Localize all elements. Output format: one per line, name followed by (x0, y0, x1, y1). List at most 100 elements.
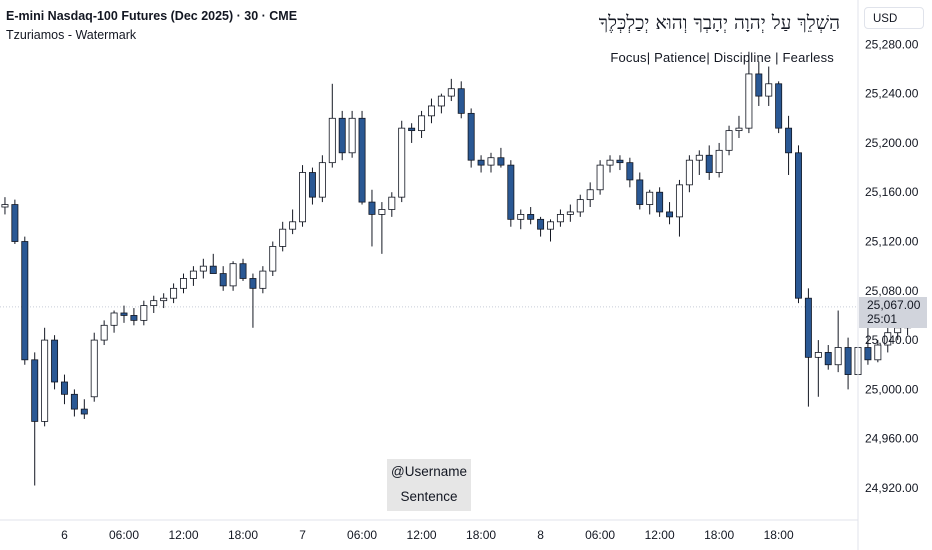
candle (527, 207, 535, 225)
candle-body (695, 154, 703, 161)
time-tick-label: 18:00 (704, 528, 734, 542)
current-price-value: 25,067.00 (867, 298, 921, 312)
candle (477, 155, 485, 173)
candle (537, 216, 545, 237)
candle (556, 209, 564, 227)
candle-body (785, 127, 793, 154)
candle-body (160, 297, 168, 302)
candle (884, 327, 892, 353)
candle (338, 110, 346, 161)
time-tick-label: 7 (299, 528, 306, 542)
candle-body (755, 73, 763, 97)
candle-body (497, 157, 505, 166)
candle-body (656, 191, 664, 213)
candle-body (70, 393, 78, 410)
candle-body (358, 117, 366, 203)
candle-body (418, 115, 426, 132)
candle (566, 204, 574, 222)
candle-body (130, 315, 138, 321)
candle (189, 266, 197, 286)
motto-text: Focus| Patience| Discipline | Fearless (610, 50, 834, 65)
candle-body (537, 218, 545, 230)
candle-body (189, 270, 197, 279)
candle (209, 253, 217, 274)
price-tick-label: 25,160.00 (865, 185, 919, 199)
candle (457, 81, 465, 119)
candle-body (378, 209, 386, 215)
hebrew-verse: הַשְׁלֵךְ עַל יְהוָה יְהָבְךָ וְהוּא יְכ… (598, 12, 840, 34)
candle (646, 189, 654, 215)
candle (21, 236, 29, 365)
candle-body (507, 164, 515, 220)
candle (497, 147, 505, 168)
price-tick-label: 25,280.00 (865, 37, 919, 51)
watermark-box: @Username Sentence (387, 459, 471, 511)
time-tick-label: 12:00 (407, 528, 437, 542)
candle (170, 283, 178, 304)
candle-body (636, 179, 644, 205)
candle-body (745, 73, 753, 129)
candle-body (715, 149, 723, 173)
time-tick-label: 12:00 (645, 528, 675, 542)
candle (755, 61, 763, 106)
candle-body (209, 265, 217, 274)
candle (834, 310, 842, 373)
candle (120, 305, 128, 323)
candle (745, 51, 753, 134)
candle (408, 123, 416, 143)
candle-body (626, 162, 634, 181)
candle (358, 110, 366, 205)
candle (428, 98, 435, 124)
candle-body (765, 83, 773, 97)
candle (874, 340, 882, 363)
candle (795, 145, 802, 304)
candle (735, 115, 743, 139)
candle-body (884, 332, 892, 346)
candle-body (100, 324, 108, 341)
price-tick-label: 25,120.00 (865, 235, 919, 249)
symbol-title[interactable]: E-mini Nasdaq-100 Futures (Dec 2025) · 3… (6, 9, 298, 23)
candle-body (269, 246, 277, 272)
candle (437, 93, 445, 114)
candle-body (388, 196, 396, 210)
candle-body (467, 112, 475, 161)
candle-body (80, 408, 88, 415)
candle (239, 258, 247, 281)
indicator-label: Tzuriamos - Watermark (6, 28, 137, 42)
time-tick-label: 8 (537, 528, 544, 542)
candle (318, 155, 326, 203)
currency-button[interactable]: USD (864, 7, 924, 29)
bar-countdown: 25:01 (867, 312, 898, 326)
candle (299, 165, 307, 227)
candle (418, 110, 426, 139)
candle-body (606, 159, 614, 166)
candle-body (110, 312, 118, 326)
time-tick-label: 12:00 (168, 528, 198, 542)
candle (130, 308, 138, 326)
candle (348, 110, 356, 158)
candle (259, 266, 267, 294)
candle (576, 194, 584, 217)
candle-body (398, 127, 406, 198)
candle (636, 172, 644, 210)
candle (308, 167, 316, 205)
candle (844, 337, 852, 390)
candle (695, 150, 703, 175)
candle-body (259, 270, 267, 289)
price-axis: 24,920.00 24,960.00 25,000.00 25,040.00 25,0… (857, 0, 919, 550)
candle-body (11, 204, 19, 242)
candle (517, 209, 525, 230)
price-tick-label: 25,040.00 (865, 333, 919, 347)
candle-body (437, 95, 445, 107)
time-tick-label: 06:00 (585, 528, 615, 542)
candle (715, 142, 723, 178)
candle-body (894, 327, 902, 334)
candle-body (487, 157, 495, 166)
candle (398, 120, 406, 203)
candle-body (775, 83, 783, 129)
candle (150, 295, 158, 313)
candle-body (705, 154, 713, 173)
candle-body (804, 297, 812, 358)
candle (279, 221, 287, 252)
